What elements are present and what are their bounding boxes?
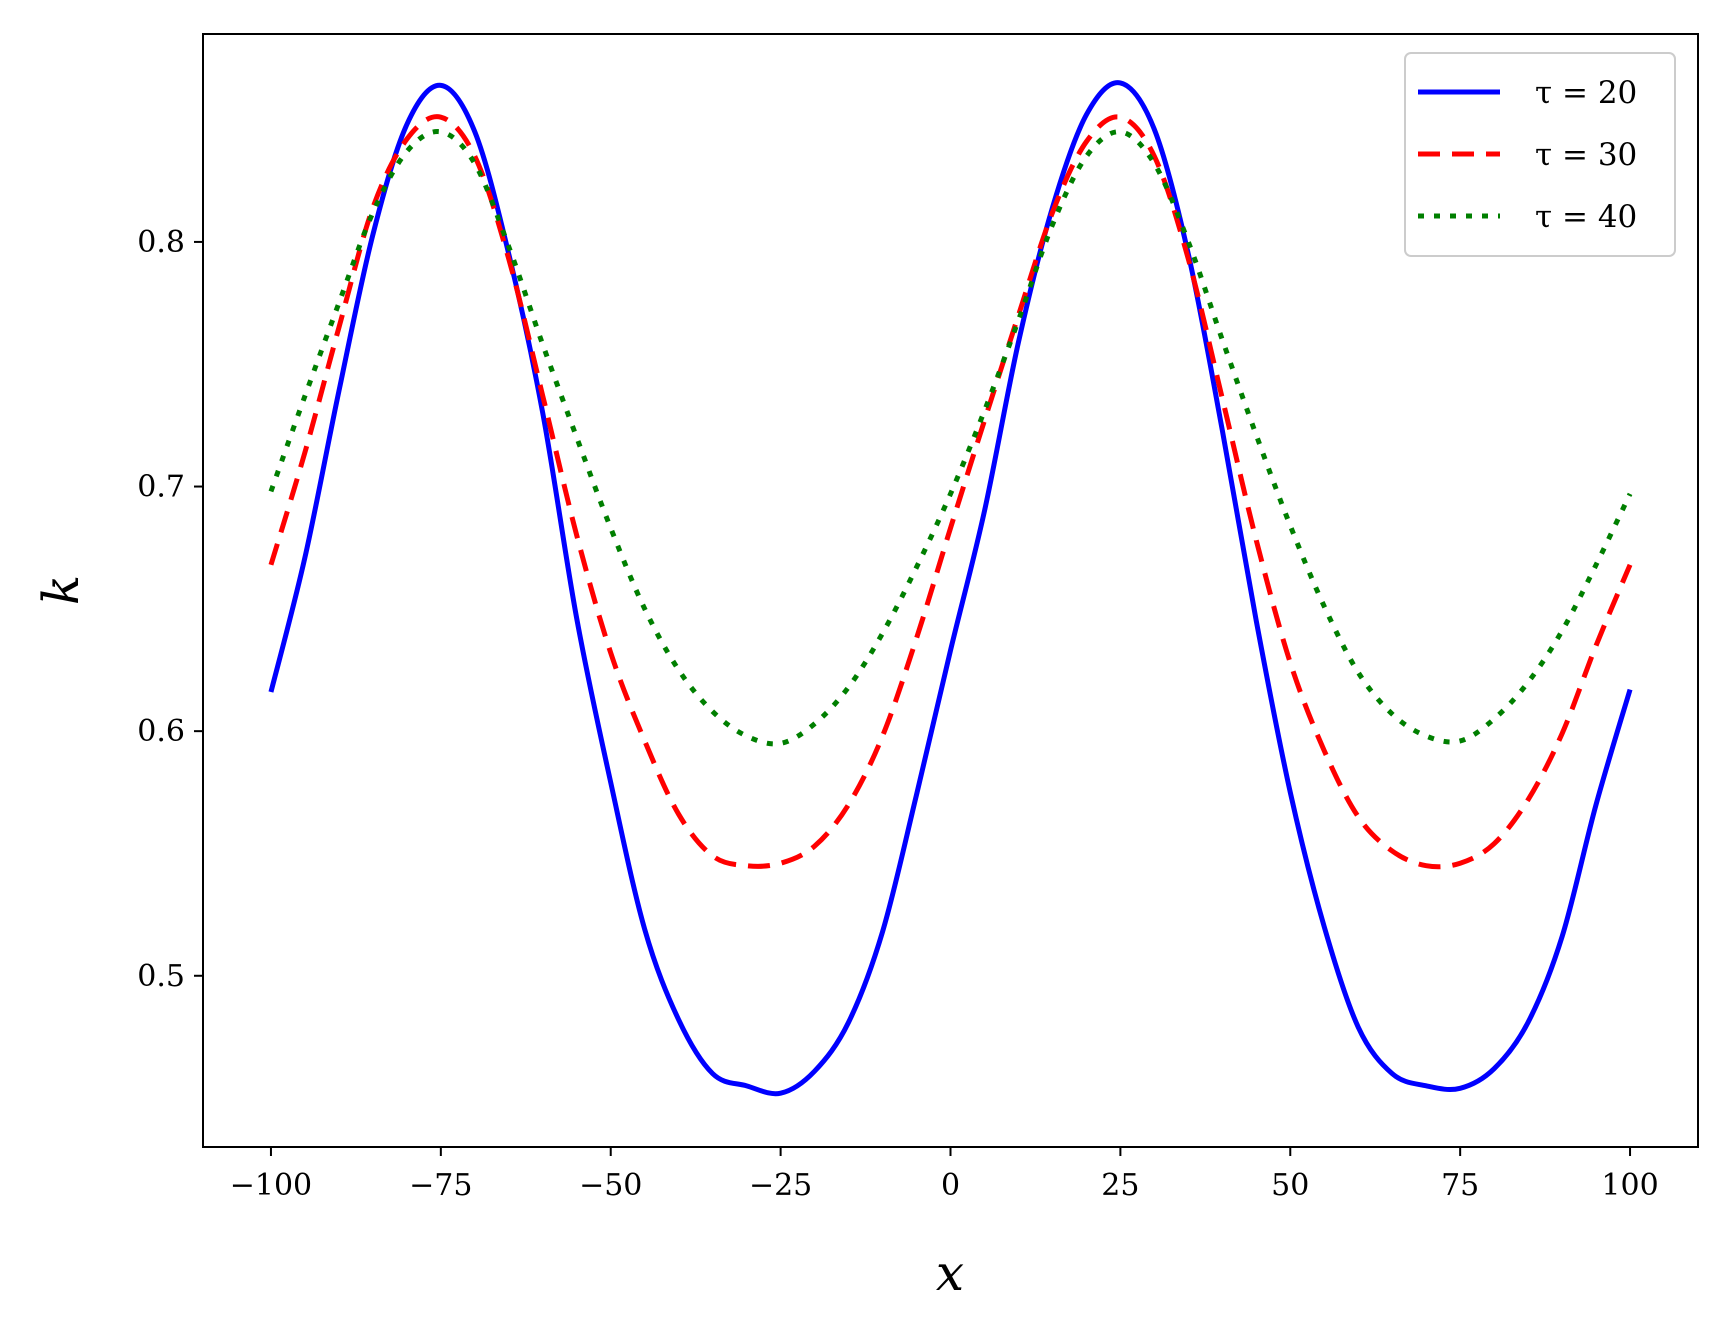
series-layer xyxy=(268,80,1633,1097)
x-axis-label: x xyxy=(936,1244,964,1302)
x-tick-label: 100 xyxy=(1601,1168,1658,1203)
legend-label-3: τ = 40 xyxy=(1535,199,1637,235)
x-tick-label: 25 xyxy=(1101,1168,1139,1203)
x-tick-label: 50 xyxy=(1271,1168,1309,1203)
x-tick-label: 0 xyxy=(941,1168,960,1203)
y-tick-label: 0.7 xyxy=(137,470,185,505)
x-axis: −100 −75 −50 −25 0 25 50 75 100 xyxy=(230,1147,1659,1203)
legend-frame xyxy=(1404,52,1676,257)
legend-label-2: τ = 30 xyxy=(1535,137,1637,173)
y-tick-label: 0.8 xyxy=(137,225,185,260)
legend: τ = 20 τ = 30 τ = 40 xyxy=(1404,52,1676,257)
y-axis: 0.5 0.6 0.7 0.8 xyxy=(137,225,203,994)
series-line-3 xyxy=(268,129,1633,747)
x-tick-label: −75 xyxy=(409,1168,472,1203)
series-line-1 xyxy=(268,80,1633,1097)
x-tick-label: −50 xyxy=(579,1168,642,1203)
y-tick-label: 0.6 xyxy=(137,714,185,749)
legend-label-1: τ = 20 xyxy=(1535,75,1637,111)
x-tick-label: 75 xyxy=(1441,1168,1479,1203)
y-axis-label: k xyxy=(32,575,90,605)
x-tick-label: −25 xyxy=(749,1168,812,1203)
x-tick-label: −100 xyxy=(230,1168,312,1203)
y-tick-label: 0.5 xyxy=(137,959,185,994)
